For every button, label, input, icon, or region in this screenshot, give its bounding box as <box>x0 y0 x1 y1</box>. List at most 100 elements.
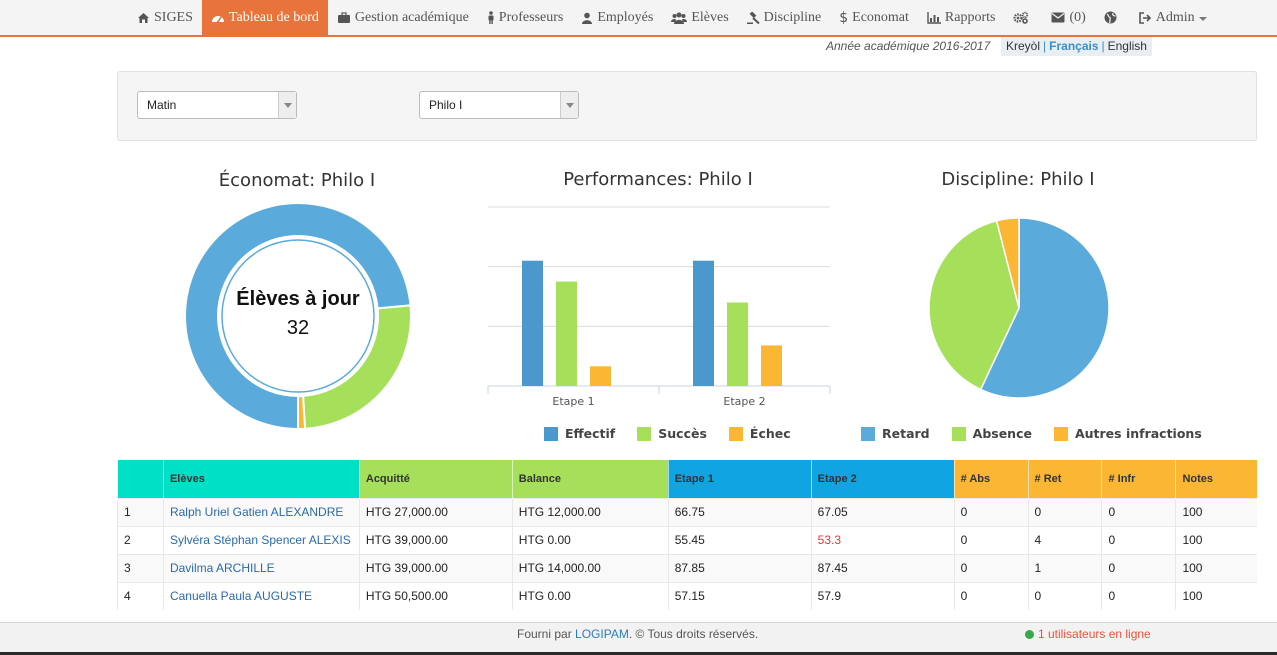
lang-separator: | <box>1043 39 1047 53</box>
lang-francais[interactable]: Français <box>1049 39 1099 53</box>
lang-kreyol[interactable]: Kreyòl <box>1006 39 1041 53</box>
table-cell: 100 <box>1175 581 1257 610</box>
messages-menu[interactable]: (0) <box>1042 0 1094 35</box>
nav-item-academic[interactable]: Gestion académique <box>328 0 478 35</box>
legend-item: Effectif <box>544 426 615 441</box>
caret-down-icon <box>1198 16 1207 21</box>
performance-bar-chart: Etape 1 Etape 2 <box>487 206 831 408</box>
table-cell: 0 <box>1101 553 1176 582</box>
table-cell: HTG 27,000.00 <box>358 497 513 526</box>
pie-slice-0[interactable] <box>979 217 1110 399</box>
nav-item-reports[interactable]: Rapports <box>918 0 1005 35</box>
table-cell: 100 <box>1175 553 1257 582</box>
table-row: 3 Davilma ARCHILLE HTG 39,000.00 HTG 14,000… <box>117 553 1257 582</box>
legend-swatch <box>951 426 966 441</box>
column-header[interactable]: Etape 2 <box>810 460 955 498</box>
bar-1-0[interactable] <box>556 281 577 386</box>
bar-1-1[interactable] <box>727 302 748 386</box>
discipline-pie-chart <box>928 217 1110 399</box>
donut-center: Élèves à jour 32 <box>217 288 379 340</box>
legend-label: Retard <box>882 426 930 441</box>
dropdown-arrow-icon <box>278 92 296 118</box>
column-header[interactable]: Acquitté <box>358 460 513 498</box>
table-cell: 87.45 <box>810 553 955 582</box>
table-cell: 53.3 <box>810 525 955 554</box>
admin-menu[interactable]: Admin <box>1130 0 1216 35</box>
economat-donut-chart <box>184 202 412 431</box>
nav-menu: SIGES Tableau de bord Gestion académique… <box>128 0 1216 35</box>
economat-chart-title: Économat: Philo I <box>218 170 376 191</box>
column-header[interactable]: Notes <box>1175 460 1257 498</box>
nav-item-label: Employés <box>597 9 654 25</box>
nav-item-employees[interactable]: Employés <box>572 0 662 35</box>
table-cell: 67.05 <box>810 497 955 526</box>
bar-chart-icon <box>927 11 941 24</box>
legend-label: Échec <box>749 426 791 441</box>
bar-0-0[interactable] <box>522 260 543 386</box>
bar-2-0[interactable] <box>590 366 611 386</box>
table-cell: 1 <box>117 497 164 526</box>
column-header[interactable]: Etape 1 <box>667 460 812 498</box>
lang-separator: | <box>1101 39 1105 53</box>
nav-item-dashboard[interactable]: Tableau de bord <box>201 0 328 35</box>
shift-select[interactable]: Matin <box>137 91 297 119</box>
table-cell: 100 <box>1175 525 1257 554</box>
student-name-link[interactable]: Sylvéra Stéphan Spencer ALEXIS <box>162 525 360 554</box>
table-cell: 4 <box>117 581 164 610</box>
language-globe-menu[interactable] <box>1095 0 1130 35</box>
student-name-link[interactable]: Canuella Paula AUGUSTE <box>162 581 360 610</box>
room-select[interactable]: Philo I <box>419 91 579 119</box>
nav-item-economat[interactable]: $ Economat <box>830 0 918 35</box>
legend-label: Absence <box>972 426 1032 441</box>
home-icon <box>137 12 150 24</box>
footer-prefix: Fourni par <box>517 627 576 641</box>
lang-english[interactable]: English <box>1107 39 1147 53</box>
nav-item-teachers[interactable]: Professeurs <box>478 0 573 35</box>
table-cell: 0 <box>953 553 1029 582</box>
online-users[interactable]: 1 utilisateurs en ligne <box>1025 627 1151 641</box>
table-cell: 0 <box>1101 497 1176 526</box>
column-header[interactable]: # Infr <box>1101 460 1176 498</box>
legend-label: Effectif <box>565 426 616 441</box>
table-cell: HTG 39,000.00 <box>358 553 513 582</box>
bar-2-1[interactable] <box>761 345 782 386</box>
user-icon <box>581 12 593 24</box>
column-header[interactable] <box>117 460 164 498</box>
student-name-link[interactable]: Ralph Uriel Gatien ALEXANDRE <box>162 497 360 526</box>
table-cell: 3 <box>117 553 164 582</box>
nav-item-students[interactable]: Elèves <box>662 0 737 35</box>
online-dot-icon <box>1025 629 1034 639</box>
nav-item-label: SIGES <box>154 9 193 25</box>
table-cell: HTG 14,000.00 <box>511 553 669 582</box>
donut-slice-paid[interactable] <box>184 202 412 431</box>
gavel-icon <box>746 11 760 24</box>
nav-item-label: Rapports <box>944 9 996 25</box>
logipam-link[interactable]: LOGIPAM <box>575 627 629 641</box>
nav-item-label: Professeurs <box>498 9 564 25</box>
donut-slice-other[interactable] <box>297 394 307 431</box>
settings-menu[interactable] <box>1004 0 1042 35</box>
table-cell: HTG 50,500.00 <box>358 581 513 610</box>
table-cell: HTG 0.00 <box>511 581 669 610</box>
column-header[interactable]: Balance <box>511 460 669 498</box>
nav-item-siges[interactable]: SIGES <box>128 0 202 35</box>
column-header[interactable]: # Ret <box>1027 460 1102 498</box>
legend-item: Autres infractions <box>1053 426 1202 441</box>
bar-0-1[interactable] <box>693 260 714 386</box>
gears-icon <box>1013 11 1029 24</box>
discipline-chart-title: Discipline: Philo I <box>941 169 1095 190</box>
performance-chart-title: Performances: Philo I <box>563 169 753 190</box>
table-cell: 0 <box>953 497 1029 526</box>
pie-slice-1[interactable] <box>928 219 1020 391</box>
table-body: 1 Ralph Uriel Gatien ALEXANDRE HTG 27,000.… <box>117 497 1257 610</box>
table-cell: HTG 12,000.00 <box>511 497 669 526</box>
column-header[interactable]: Elèves <box>162 460 360 498</box>
column-header[interactable]: # Abs <box>953 460 1029 498</box>
admin-label: Admin <box>1155 9 1195 25</box>
dollar-icon: $ <box>839 9 849 26</box>
nav-item-discipline[interactable]: Discipline <box>738 0 831 35</box>
language-switcher: Kreyòl | Français | English <box>1001 37 1152 56</box>
student-name-link[interactable]: Davilma ARCHILLE <box>162 553 360 582</box>
table-row: 4 Canuella Paula AUGUSTE HTG 50,500.00 HTG … <box>117 581 1257 610</box>
pie-slice-2[interactable] <box>995 217 1020 309</box>
